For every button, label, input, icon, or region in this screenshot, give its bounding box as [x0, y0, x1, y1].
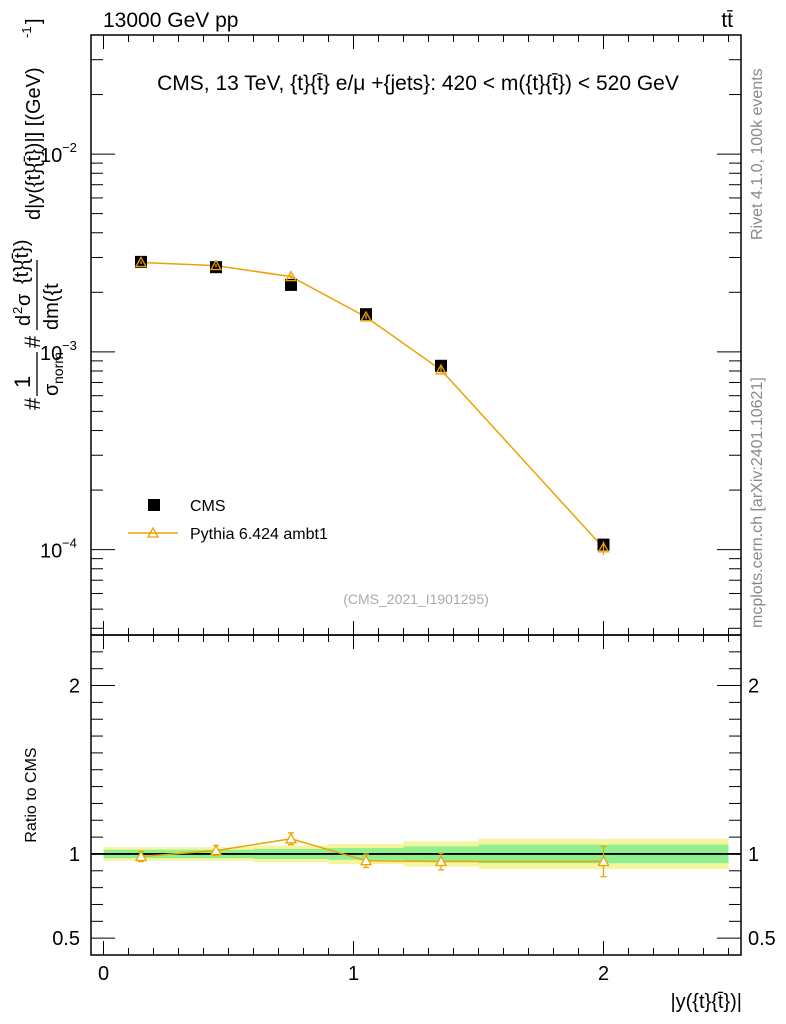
cms-point — [285, 278, 297, 291]
ratio-mc-line — [140, 838, 604, 863]
legend-mc-label: Pythia 6.424 ambt1 — [190, 526, 328, 543]
ratio-point — [209, 844, 223, 856]
mc-point — [359, 310, 373, 322]
x-tick-label: 1 — [348, 963, 359, 985]
legend: CMS Pythia 6.424 ambt1 — [128, 498, 328, 543]
y-axis-label-close: ] — [23, 18, 45, 24]
legend-cms-label: CMS — [190, 498, 226, 515]
ratio-y-label: Ratio to CMS — [23, 747, 40, 842]
watermark: (CMS_2021_I1901295) — [343, 591, 489, 607]
ratio-y-tick-label: 0.5 — [52, 928, 80, 950]
y-axis-label-hash2: # — [20, 335, 45, 348]
y-tick-label: 10 — [40, 541, 62, 563]
y-axis-label-num-d: d — [13, 315, 35, 326]
ratio-frame — [90, 634, 742, 956]
main-panel: 10−210−310−4 CMS, 13 TeV, {t}{t̄} e/μ +{… — [10, 18, 742, 636]
header-right: tt̄ — [721, 9, 733, 32]
ratio-ticks: 0 1 2 0.5 0.5 1 1 2 2 — [52, 635, 776, 985]
y-axis-label: # 1 σ norm # d 2 σ dm({t {t}{t̄}) d|y({t… — [10, 18, 66, 410]
ratio-y-tick-label: 2 — [748, 676, 759, 698]
chart-title: CMS, 13 TeV, {t}{t̄} e/μ +{jets}: 420 < … — [157, 72, 679, 95]
ratio-y-tick-label: 2 — [69, 676, 80, 698]
main-frame — [90, 34, 742, 636]
mc-point — [209, 259, 223, 271]
y-axis-label-sigma: σ — [41, 383, 63, 396]
y-tick-label: 10 — [40, 145, 62, 167]
mc-point — [434, 363, 448, 375]
y-tick-label-exp: −4 — [62, 536, 77, 551]
mc-point — [134, 256, 148, 268]
mc-line — [140, 261, 605, 549]
y-axis-label-norm: norm — [50, 352, 66, 384]
x-tick-label: 2 — [598, 963, 609, 985]
header-left: 13000 GeV pp — [103, 9, 238, 32]
x-tick-label: 0 — [98, 963, 109, 985]
ratio-series — [91, 832, 741, 878]
y-axis-label-hash: # — [20, 397, 45, 410]
ratio-y-tick-label: 1 — [69, 844, 80, 866]
y-axis-label-one: 1 — [10, 376, 35, 388]
y-tick-label-exp: −3 — [62, 338, 77, 353]
x-axis-label: |y({t}{t̄})| — [670, 991, 742, 1013]
ratio-y-tick-label: 1 — [748, 844, 759, 866]
mcplots-label: mcplots.cern.ch [arXiv:2401.10621] — [749, 377, 766, 628]
ratio-y-tick-label: 0.5 — [748, 928, 776, 950]
y-axis-label-braces: {t}{t̄}) — [11, 240, 33, 285]
legend-mc-marker — [146, 526, 160, 538]
y-tick-label-exp: −2 — [62, 140, 77, 155]
ratio-point — [134, 850, 148, 862]
mc-point — [597, 541, 610, 553]
main-series — [134, 255, 610, 555]
ratio-point — [359, 854, 373, 866]
main-ticks: 10−210−310−4 — [40, 34, 741, 635]
ratio-panel: 0 1 2 0.5 0.5 1 1 2 2 Ratio to CMS — [23, 634, 776, 985]
ratio-point — [284, 832, 298, 844]
y-axis-label-num-2: 2 — [10, 307, 25, 314]
mc-point — [284, 270, 298, 282]
ratio-point — [597, 855, 610, 867]
y-axis-label-num-sigma: σ — [13, 293, 35, 306]
y-axis-label-rest: d|y({t}{t̄})|] [(GeV) — [23, 67, 45, 220]
y-axis-label-exp: -1 — [19, 26, 34, 38]
ratio-point — [434, 855, 448, 867]
rivet-label: Rivet 4.1.0, 100k events — [749, 68, 766, 240]
y-tick-label: 10 — [40, 343, 62, 365]
y-axis-label-den: dm({t — [41, 283, 63, 330]
legend-cms-marker — [148, 499, 160, 511]
